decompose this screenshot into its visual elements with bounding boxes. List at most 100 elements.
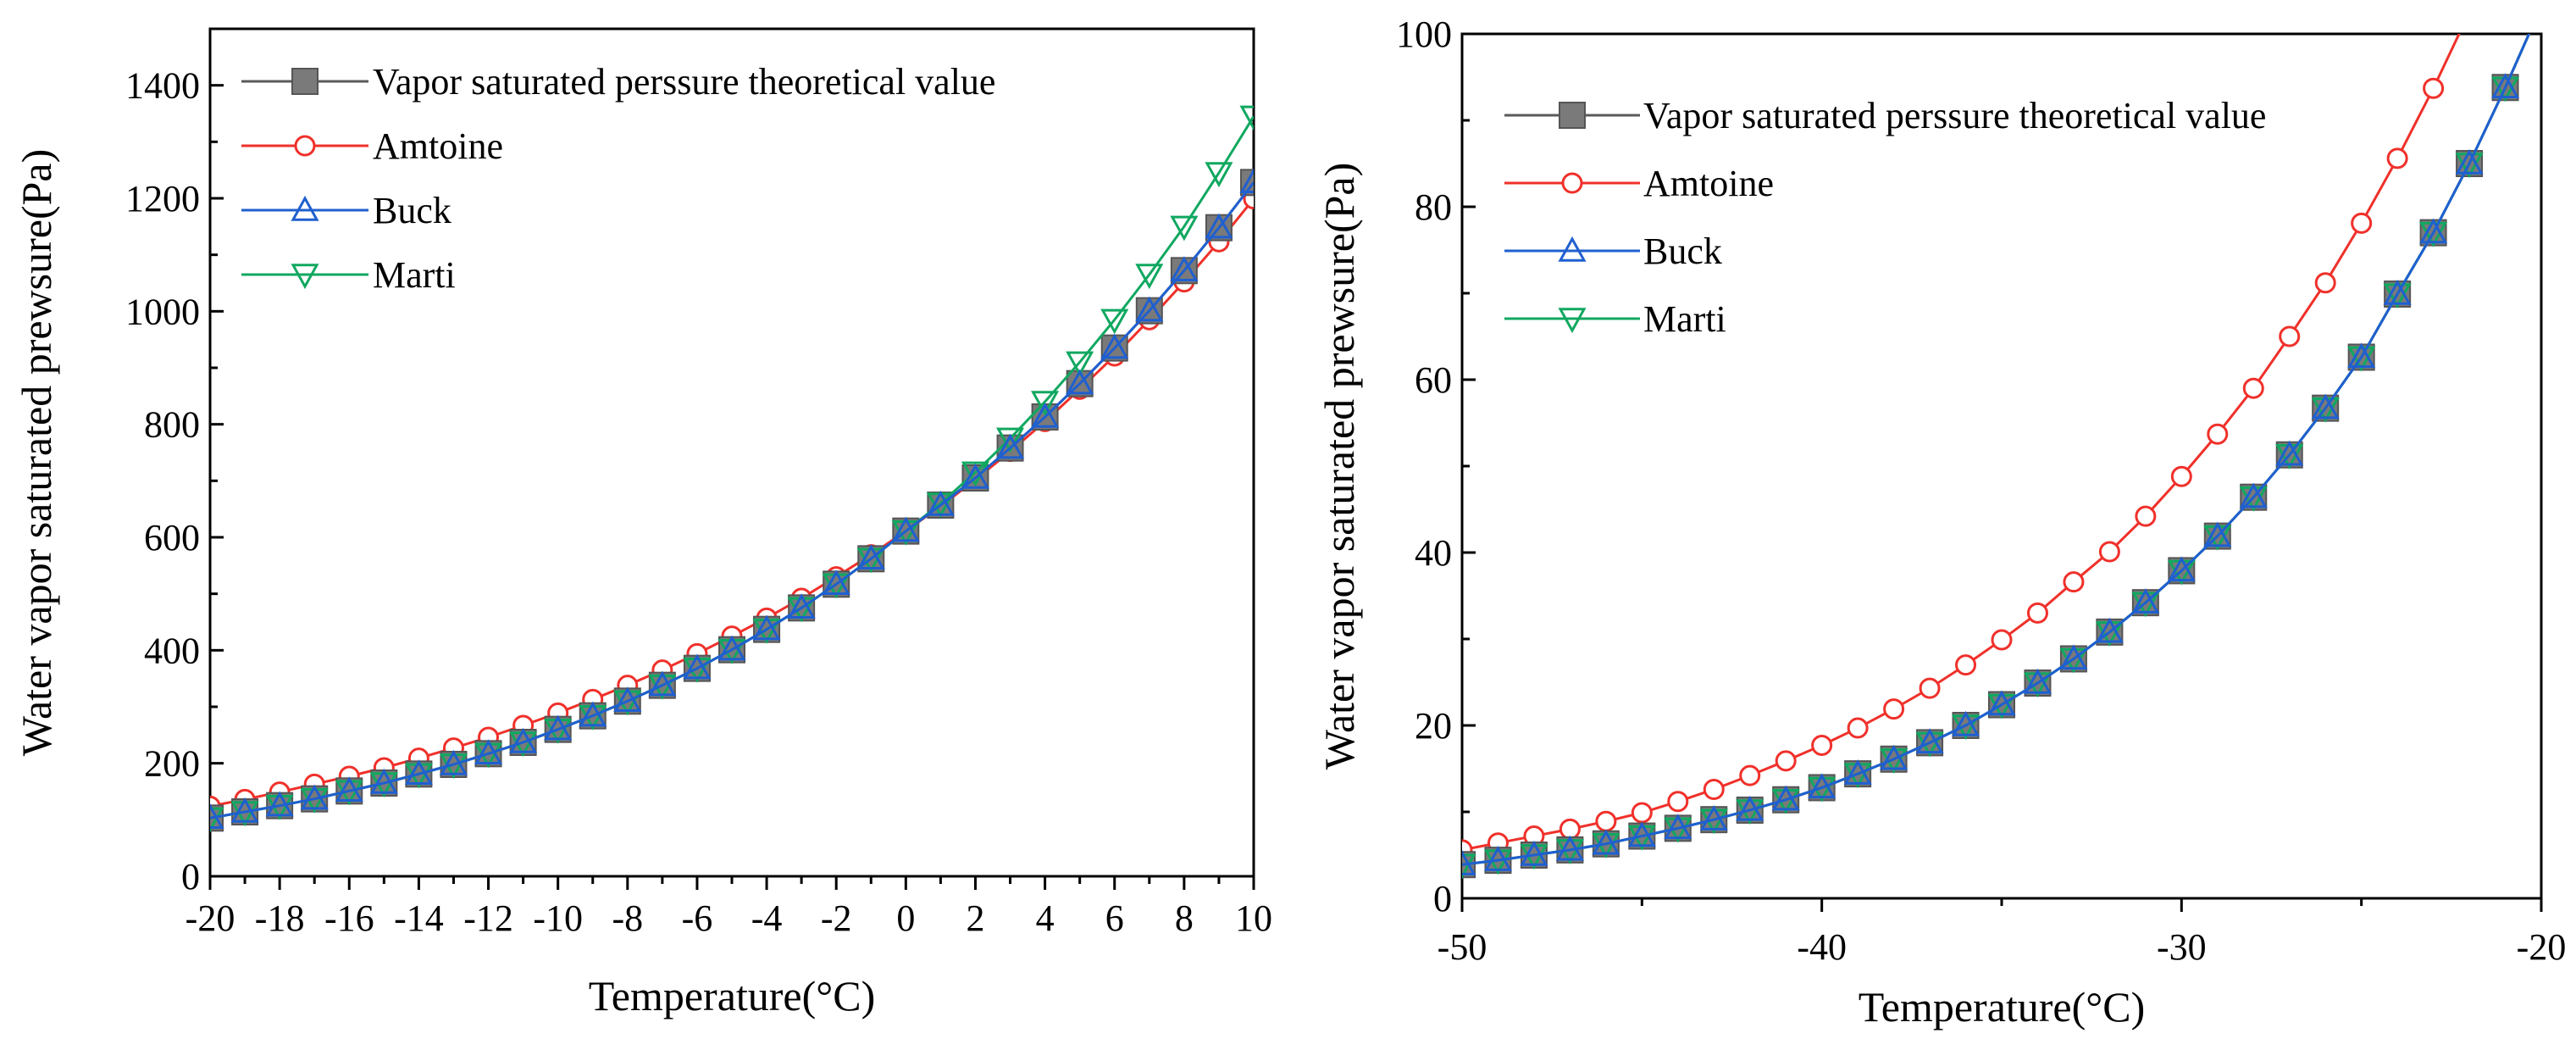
- plot-frame: [208, 27, 1255, 878]
- series-vapor: [1462, 34, 2531, 879]
- plot-area: [210, 105, 1254, 833]
- data-point: [335, 776, 363, 803]
- legend-marker: [1558, 236, 1587, 262]
- data-point: [1664, 814, 1692, 840]
- series-line: [1462, 34, 2531, 866]
- x-tick-label: -30: [2157, 926, 2207, 968]
- data-point: [1991, 629, 2013, 651]
- x-axis-title: Temperature(°C): [1859, 983, 2146, 1031]
- x-tick-label: 10: [1235, 897, 1272, 939]
- y-tick-label: 0: [1433, 878, 1452, 919]
- x-tick-label: 0: [896, 897, 915, 939]
- data-point: [230, 797, 259, 823]
- data-point: [1595, 810, 1617, 832]
- y-tick-label: 1000: [125, 291, 200, 332]
- data-point: [1205, 213, 1233, 239]
- x-tick-label: 4: [1036, 897, 1055, 939]
- y-tick-label: 200: [144, 743, 200, 785]
- data-point: [2170, 465, 2192, 487]
- data-point: [1205, 162, 1233, 188]
- data-point: [2242, 377, 2264, 399]
- data-point: [1987, 690, 2016, 716]
- data-point: [926, 490, 955, 516]
- data-point: [822, 569, 850, 596]
- legend-marker: [1559, 102, 1586, 129]
- legend-label: Vapor saturated perssure theoretical val…: [1643, 95, 2266, 136]
- data-point: [1771, 785, 1800, 811]
- data-point: [2095, 617, 2124, 643]
- legend-label: Buck: [1643, 231, 1722, 272]
- y-tick-label: 400: [144, 630, 200, 671]
- series-marti: [1462, 34, 2531, 880]
- legend-label: Amtoine: [373, 125, 503, 167]
- data-point: [683, 653, 712, 680]
- data-point: [787, 593, 816, 619]
- x-tick-label: -16: [324, 897, 374, 939]
- data-point: [1915, 728, 1944, 754]
- data-point: [1811, 734, 1833, 756]
- legend-marker: [291, 264, 319, 290]
- data-point: [2059, 644, 2088, 670]
- data-point: [2383, 279, 2412, 305]
- series-line: [210, 115, 1254, 819]
- data-point: [2135, 505, 2157, 527]
- data-point: [1955, 654, 1977, 676]
- y-tick-label: 20: [1415, 705, 1452, 747]
- y-axis-title: Water vapor saturated prewsure(Pa): [1316, 163, 1363, 769]
- data-point: [579, 701, 607, 727]
- legend-marker: [1561, 172, 1583, 194]
- data-point: [2026, 602, 2048, 624]
- x-tick-label: -6: [682, 897, 713, 939]
- data-point: [1100, 308, 1129, 335]
- y-tick-label: 1200: [125, 178, 200, 219]
- legend-marker: [291, 68, 319, 95]
- y-tick-label: 0: [181, 856, 200, 897]
- data-point: [1239, 105, 1254, 131]
- data-point: [1135, 264, 1164, 290]
- data-point: [1555, 835, 1584, 861]
- legend-label: Amtoine: [1643, 163, 1774, 204]
- data-point: [404, 759, 433, 786]
- data-point: [369, 768, 398, 794]
- x-tick-label: 2: [966, 897, 984, 939]
- data-point: [1843, 759, 1872, 785]
- data-point: [2314, 272, 2336, 294]
- data-point: [891, 516, 920, 542]
- data-point: [2098, 541, 2120, 563]
- data-point: [1880, 744, 1908, 770]
- x-axis-title: Temperature(°C): [589, 972, 876, 1019]
- x-tick-label: -8: [612, 897, 643, 939]
- data-point: [1775, 750, 1797, 772]
- data-point: [1808, 773, 1836, 799]
- data-point: [1919, 677, 1941, 699]
- data-point: [1883, 698, 1905, 720]
- data-point: [1066, 351, 1094, 377]
- x-tick-label: -18: [255, 897, 305, 939]
- data-point: [2279, 325, 2301, 347]
- y-tick-label: 60: [1415, 359, 1452, 401]
- x-tick-label: 6: [1105, 897, 1124, 939]
- y-tick-label: 100: [1396, 14, 1452, 55]
- data-point: [995, 427, 1025, 453]
- legend-marker: [1558, 308, 1587, 334]
- data-point: [210, 803, 224, 830]
- data-point: [1031, 402, 1060, 428]
- series-amtoine: [210, 188, 1254, 817]
- data-point: [2423, 77, 2445, 99]
- data-point: [265, 791, 294, 817]
- data-point: [2419, 218, 2448, 244]
- data-point: [2386, 147, 2408, 169]
- legend-label: Vapor saturated perssure theoretical val…: [373, 61, 995, 103]
- data-point: [1739, 764, 1761, 786]
- x-tick-label: -14: [394, 897, 444, 939]
- data-point: [1631, 802, 1653, 824]
- data-point: [1703, 778, 1725, 800]
- data-point: [474, 739, 503, 765]
- data-point: [1627, 821, 1656, 847]
- series-line: [210, 181, 1254, 819]
- x-tick-label: -12: [463, 897, 513, 939]
- data-point: [717, 635, 746, 661]
- data-point: [961, 463, 990, 489]
